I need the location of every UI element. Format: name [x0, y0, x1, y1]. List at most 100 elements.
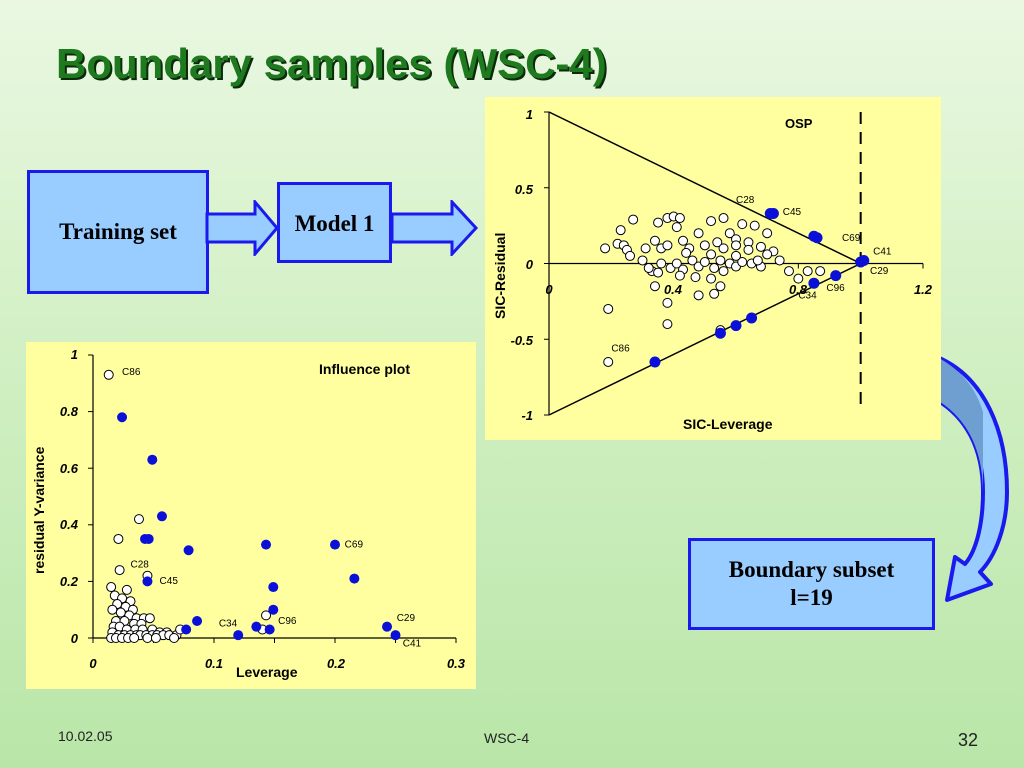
osp-y-label: SIC-Residual [492, 233, 508, 319]
influence-open-point [103, 369, 114, 380]
osp-x-tick: 0.4 [664, 282, 683, 297]
osp-open-point [709, 288, 720, 299]
osp-point-label: C29 [870, 266, 889, 277]
osp-open-point [709, 263, 720, 274]
osp-filled-point [808, 277, 820, 289]
osp-open-point [731, 250, 741, 261]
influence-open-point [113, 533, 124, 544]
influence-filled-point [233, 630, 244, 641]
osp-point-label: C96 [826, 283, 845, 294]
osp-x-tick: 1.2 [914, 282, 933, 297]
osp-open-point [681, 247, 692, 258]
osp-chart: C28 C45 C69 C41 C29 C96 C34 C86 OSP SIC-Leverag… [492, 107, 933, 432]
influence-open-point [169, 633, 180, 643]
influence-point-label: C29 [397, 613, 416, 624]
influence-filled-point [156, 511, 167, 522]
osp-point-label: C28 [736, 195, 755, 206]
osp-open-point [815, 266, 826, 277]
influence-filled-point [268, 604, 279, 615]
arrow-icon [205, 200, 279, 256]
osp-open-point [762, 249, 773, 260]
osp-open-point [715, 281, 726, 292]
osp-point-label: C41 [873, 246, 892, 257]
influence-filled-point [330, 539, 340, 550]
osp-filled-point [811, 232, 823, 244]
osp-open-point [671, 258, 682, 269]
influence-y-tick: 0 [71, 631, 79, 646]
osp-open-point [718, 266, 729, 277]
influence-y-tick: 0.6 [60, 461, 79, 476]
osp-filled-point [730, 320, 742, 332]
influence-point-label: C69 [345, 539, 364, 550]
footer-date: 10.02.05 [58, 728, 113, 744]
osp-open-point [718, 243, 729, 254]
influence-filled-point [181, 624, 192, 635]
influence-chart-panel: C86 C28 C45 C69 C34 C96 C29 C41 Influence plot … [26, 342, 476, 689]
osp-open-point [715, 255, 726, 266]
influence-y-tick: 1 [71, 347, 78, 362]
influence-filled-point [390, 630, 401, 641]
osp-open-point [724, 228, 735, 239]
influence-point-label: C41 [403, 638, 422, 649]
osp-y-tick: -1 [521, 408, 533, 423]
osp-open-point [793, 273, 804, 284]
influence-open-point [133, 514, 144, 525]
osp-open-point [600, 243, 611, 254]
osp-open-point [637, 255, 648, 266]
osp-title: OSP [785, 116, 813, 131]
arrow-icon [390, 200, 479, 256]
osp-filled-point [746, 312, 758, 324]
osp-open-point [706, 273, 717, 284]
boundary-subset-count: l=19 [790, 585, 833, 610]
influence-open-point [261, 610, 272, 621]
influence-filled-point [264, 624, 275, 635]
osp-point-label: C45 [783, 207, 802, 218]
slide-title: Boundary samples (WSC-4) [56, 40, 607, 87]
osp-open-point [743, 244, 754, 255]
osp-open-point [690, 272, 701, 283]
osp-open-point [693, 290, 704, 301]
osp-open-point [774, 255, 785, 266]
osp-x-label: SIC-Leverage [683, 416, 773, 432]
influence-x-tick: 0.3 [447, 656, 466, 671]
osp-open-point [699, 256, 710, 267]
osp-open-point [706, 216, 717, 227]
influence-point-label: C28 [131, 559, 150, 570]
osp-y-tick: 1 [526, 107, 533, 122]
influence-open-point [114, 565, 125, 576]
influence-x-tick: 0 [89, 656, 97, 671]
osp-open-point [678, 235, 689, 246]
influence-open-point [107, 604, 118, 615]
training-set-label: Training set [59, 219, 177, 244]
influence-filled-point [142, 576, 153, 587]
influence-open-point [129, 633, 140, 643]
influence-open-point [144, 613, 155, 624]
influence-y-tick: 0.8 [60, 404, 79, 419]
osp-filled-point [714, 327, 726, 339]
influence-point-label: C96 [278, 616, 297, 627]
influence-filled-point [268, 582, 279, 593]
influence-filled-point [143, 533, 154, 544]
osp-open-point [603, 356, 614, 367]
osp-open-point [662, 319, 673, 330]
osp-x-tick: 0.8 [789, 282, 808, 297]
model-label: Model 1 [294, 211, 375, 236]
influence-filled-point [117, 412, 128, 423]
osp-open-point [749, 220, 760, 231]
influence-open-point [106, 582, 117, 593]
osp-open-point [783, 266, 794, 277]
osp-open-point [603, 303, 614, 314]
osp-point-label: C86 [611, 343, 630, 354]
influence-filled-point [382, 621, 393, 632]
osp-open-point [802, 266, 813, 277]
footer-center: WSC-4 [484, 730, 530, 746]
osp-x-tick: 0 [545, 282, 553, 297]
influence-open-point [142, 633, 153, 643]
model-box: Model 1 [277, 182, 392, 263]
osp-y-tick: -0.5 [511, 333, 534, 348]
osp-open-point [653, 217, 664, 228]
influence-point-label: C34 [219, 619, 238, 630]
osp-open-point [693, 228, 704, 239]
osp-open-point [662, 240, 673, 251]
osp-open-point [706, 249, 717, 260]
